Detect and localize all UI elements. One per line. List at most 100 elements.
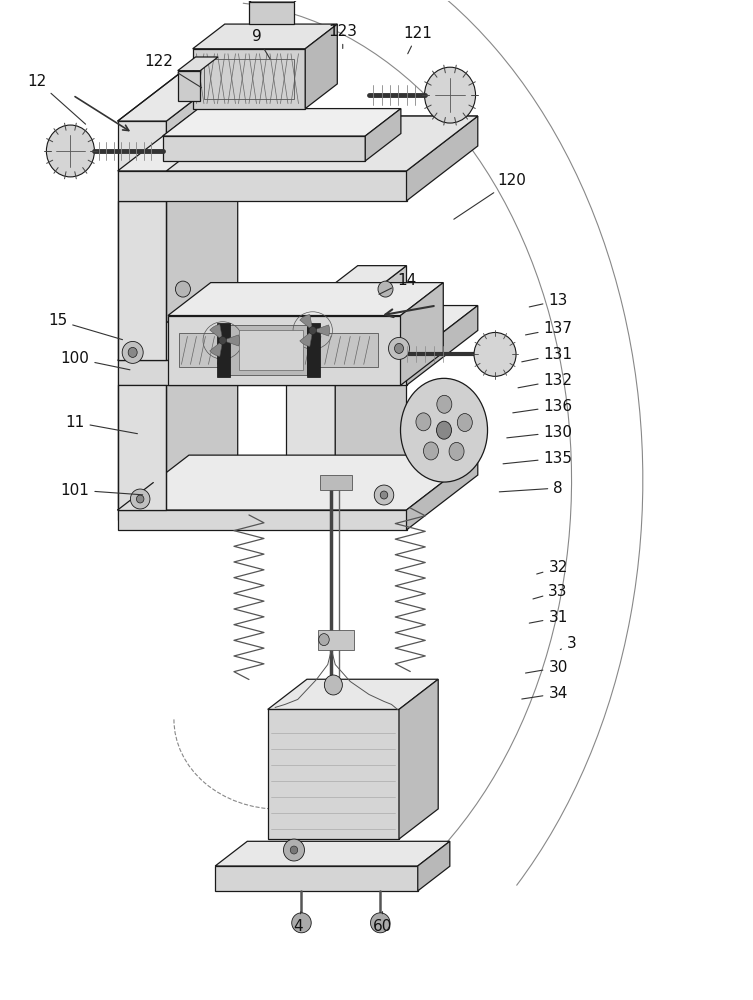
Polygon shape [215,841,450,866]
Polygon shape [178,57,218,71]
Polygon shape [407,116,478,201]
Text: 34: 34 [522,686,568,701]
Polygon shape [117,201,166,360]
Ellipse shape [128,347,137,357]
Ellipse shape [309,326,316,334]
Text: 122: 122 [145,54,202,88]
Text: 131: 131 [522,347,572,362]
Polygon shape [217,323,230,377]
Ellipse shape [291,913,311,933]
Polygon shape [320,475,352,490]
Text: 100: 100 [60,351,130,370]
Polygon shape [401,283,444,385]
Polygon shape [163,136,365,161]
Text: 60: 60 [373,912,392,934]
Text: 11: 11 [66,415,138,434]
Ellipse shape [425,67,476,123]
Ellipse shape [378,281,393,297]
Polygon shape [286,266,407,320]
Text: 33: 33 [533,584,568,599]
Text: 136: 136 [513,399,572,414]
Polygon shape [166,66,238,520]
Polygon shape [117,116,478,171]
Ellipse shape [290,846,297,854]
Text: 101: 101 [60,483,142,498]
Ellipse shape [437,421,452,439]
Ellipse shape [283,839,304,861]
Text: 130: 130 [507,425,572,440]
Polygon shape [223,335,239,346]
Polygon shape [168,316,401,385]
Polygon shape [300,315,312,330]
Ellipse shape [325,675,343,695]
Polygon shape [117,121,166,520]
Polygon shape [286,320,335,520]
Ellipse shape [130,489,150,509]
Polygon shape [178,71,200,101]
Ellipse shape [370,913,390,933]
Polygon shape [166,116,478,171]
Ellipse shape [122,341,143,363]
Text: 123: 123 [328,24,357,48]
Polygon shape [300,330,312,346]
Text: 8: 8 [499,481,562,496]
Polygon shape [249,2,294,24]
Ellipse shape [395,343,404,353]
Text: 132: 132 [518,373,572,388]
Ellipse shape [136,495,144,503]
Polygon shape [224,325,306,375]
Polygon shape [268,709,399,839]
Ellipse shape [389,337,410,359]
Text: 135: 135 [503,451,572,466]
Polygon shape [418,841,450,891]
Ellipse shape [219,336,227,344]
Text: 31: 31 [529,610,568,625]
Ellipse shape [457,414,472,432]
Ellipse shape [474,332,516,376]
Polygon shape [163,109,401,136]
Text: 30: 30 [526,660,568,675]
Polygon shape [193,49,305,109]
Text: 15: 15 [48,313,123,340]
Ellipse shape [437,395,452,413]
Polygon shape [318,630,354,650]
Ellipse shape [380,491,388,499]
Polygon shape [303,333,378,367]
Polygon shape [335,266,407,520]
Polygon shape [179,333,228,367]
Polygon shape [268,679,438,709]
Ellipse shape [47,125,94,177]
Polygon shape [193,24,337,49]
Polygon shape [215,866,418,891]
Ellipse shape [374,485,394,505]
Text: 121: 121 [404,26,432,54]
Polygon shape [117,171,407,201]
Text: 4: 4 [293,912,303,934]
Polygon shape [312,325,330,336]
Polygon shape [399,679,438,839]
Text: 137: 137 [526,321,572,336]
Polygon shape [365,109,401,161]
Text: 120: 120 [454,173,526,219]
Ellipse shape [175,281,191,297]
Ellipse shape [416,413,431,431]
Text: 3: 3 [560,636,577,651]
Text: 14: 14 [379,273,416,294]
Polygon shape [117,455,478,510]
Polygon shape [117,510,407,530]
Text: 9: 9 [252,29,270,59]
Polygon shape [168,283,444,316]
Polygon shape [117,306,478,360]
Polygon shape [117,360,407,385]
Ellipse shape [423,442,438,460]
Polygon shape [305,24,337,109]
Text: 12: 12 [28,74,86,124]
Text: 13: 13 [529,293,568,308]
Polygon shape [210,340,223,356]
Polygon shape [407,455,478,530]
Polygon shape [407,306,478,385]
Polygon shape [210,324,223,340]
Polygon shape [249,0,316,2]
Polygon shape [239,330,303,370]
Ellipse shape [449,442,464,460]
